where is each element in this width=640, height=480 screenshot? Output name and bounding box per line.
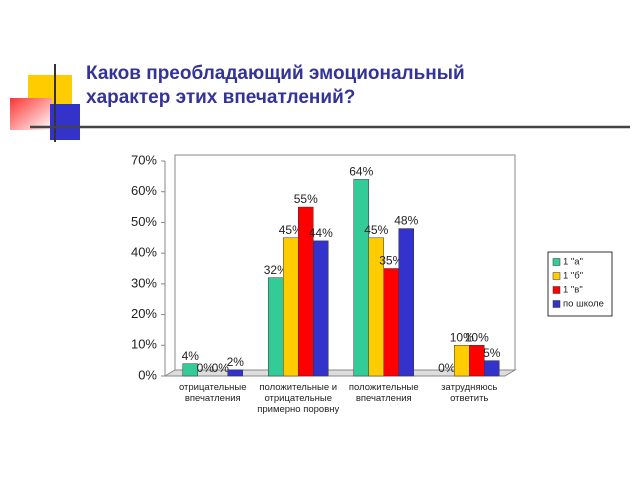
chart-title: Каков преобладающий эмоциональный характ… bbox=[86, 63, 465, 108]
bar bbox=[469, 345, 485, 377]
value-label: 35% bbox=[379, 254, 403, 268]
value-label: 55% bbox=[294, 192, 318, 206]
x-tick-label: положительные и отрицательные примерно п… bbox=[257, 382, 340, 415]
y-tick-label: 0% bbox=[138, 367, 157, 382]
legend-swatch bbox=[552, 300, 561, 308]
y-tick-label: 70% bbox=[131, 152, 157, 167]
x-tick-label: положительные впечатления bbox=[348, 382, 419, 404]
y-tick-label: 60% bbox=[131, 183, 157, 198]
decor-square bbox=[10, 98, 52, 130]
y-tick-label: 10% bbox=[131, 337, 157, 352]
y-tick-label: 40% bbox=[131, 245, 157, 260]
bar bbox=[398, 228, 414, 377]
bar bbox=[353, 179, 369, 377]
x-tick-label: отрицательные впечатления bbox=[178, 382, 247, 404]
legend-label: по школе bbox=[563, 299, 604, 310]
x-tick-label: затрудняюсь ответить bbox=[441, 382, 498, 404]
value-label: 0% bbox=[438, 361, 456, 375]
value-label: 45% bbox=[279, 223, 303, 237]
legend-label: 1 "в" bbox=[563, 285, 583, 296]
bar bbox=[454, 345, 470, 377]
legend-swatch bbox=[552, 272, 561, 280]
bar bbox=[283, 237, 299, 377]
legend-swatch bbox=[552, 286, 561, 294]
value-label: 5% bbox=[483, 346, 501, 360]
value-label: 4% bbox=[182, 349, 200, 363]
bar bbox=[182, 363, 198, 377]
value-label: 44% bbox=[309, 226, 333, 240]
value-label: 64% bbox=[349, 165, 373, 179]
bar bbox=[313, 240, 329, 377]
y-tick-label: 20% bbox=[131, 306, 157, 321]
bar bbox=[268, 277, 284, 377]
value-label: 48% bbox=[394, 214, 418, 228]
bar bbox=[227, 369, 243, 377]
value-label: 0% bbox=[197, 361, 215, 375]
value-label: 10% bbox=[450, 330, 474, 344]
value-label: 10% bbox=[465, 330, 489, 344]
value-label: 45% bbox=[364, 223, 388, 237]
value-label: 32% bbox=[264, 263, 288, 277]
y-tick-label: 50% bbox=[131, 214, 157, 229]
bar bbox=[383, 268, 399, 377]
value-label: 2% bbox=[227, 355, 245, 369]
bar bbox=[484, 360, 500, 377]
legend-label: 1 "б" bbox=[563, 271, 583, 282]
value-label: 0% bbox=[212, 361, 230, 375]
plot-frame bbox=[174, 154, 516, 371]
legend-label: 1 "а" bbox=[563, 257, 583, 268]
y-tick-label: 30% bbox=[131, 275, 157, 290]
legend-swatch bbox=[552, 258, 561, 266]
